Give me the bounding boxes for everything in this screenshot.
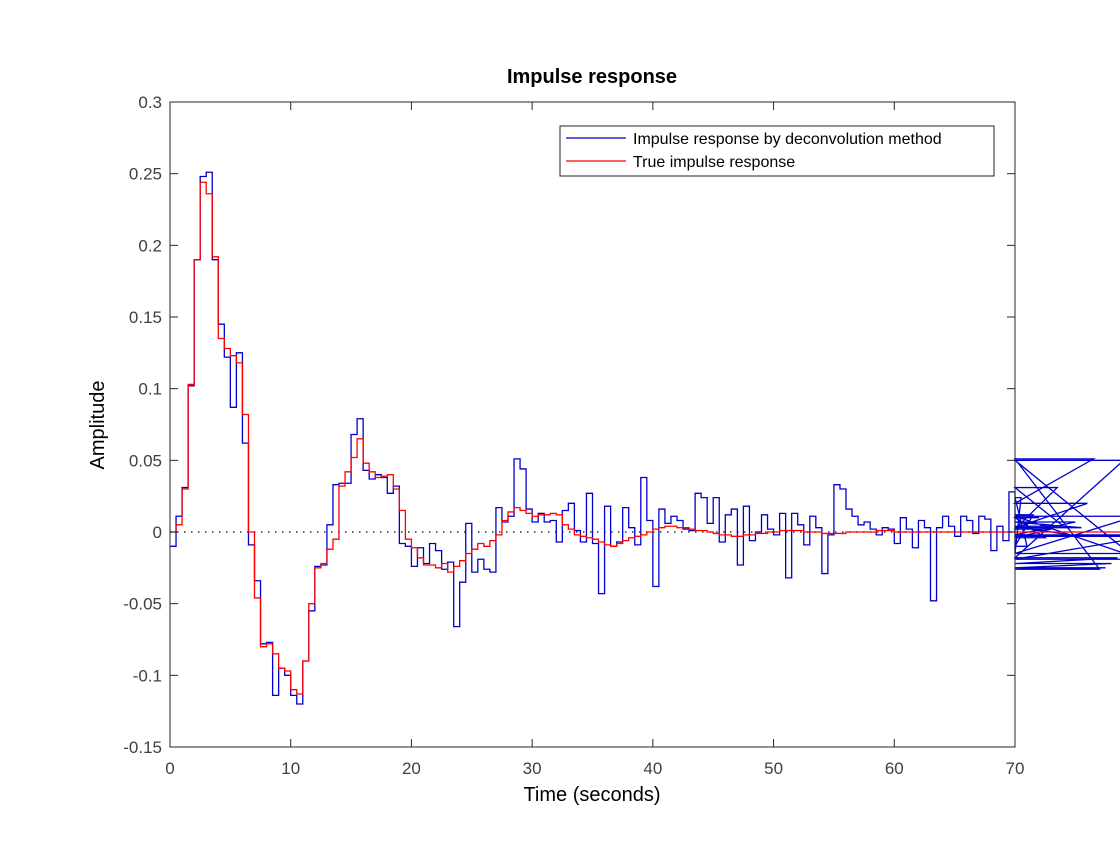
series-line-true	[170, 181, 1120, 695]
legend-label-true: True impulse response	[633, 154, 795, 171]
y-tick-label: 0.15	[129, 308, 162, 327]
x-tick-label: 30	[523, 759, 542, 778]
x-tick-label: 20	[402, 759, 421, 778]
legend-box	[559, 125, 995, 177]
series-layer	[170, 171, 1120, 705]
x-axis-label: Time (seconds)	[523, 784, 660, 806]
y-tick-label: 0.05	[129, 451, 162, 470]
series-line-deconvolution	[170, 171, 1120, 705]
x-tick-label: 60	[885, 759, 904, 778]
y-tick-label: 0.25	[129, 165, 162, 184]
plot-frame	[169, 101, 1016, 748]
y-axis-label: Amplitude	[87, 381, 109, 470]
x-tick-label: 40	[643, 759, 662, 778]
y-tick-label: -0.15	[123, 738, 162, 757]
y-tick-label: 0.1	[138, 380, 162, 399]
y-tick-label: 0.2	[138, 236, 162, 255]
x-tick-label: 0	[165, 759, 174, 778]
y-tick-label: -0.1	[133, 666, 162, 685]
y-tick-label: 0	[153, 523, 162, 542]
y-tick-label: 0.3	[138, 93, 162, 112]
x-tick-label: 10	[281, 759, 300, 778]
plot-area	[170, 102, 1015, 747]
x-tick-label: 50	[764, 759, 783, 778]
legend-label-deconvolution: Impulse response by deconvolution method	[633, 131, 942, 148]
legend: Impulse response by deconvolution method…	[559, 125, 995, 177]
x-tick-label: 70	[1006, 759, 1025, 778]
y-tick-label: -0.05	[123, 595, 162, 614]
tick-layer: 0 10 20 30 40 50 60 70 -0.15 -0.1 -0.05 0 0.05 0.1 0.1…	[123, 93, 1024, 778]
chart-title: Impulse response	[507, 66, 677, 88]
